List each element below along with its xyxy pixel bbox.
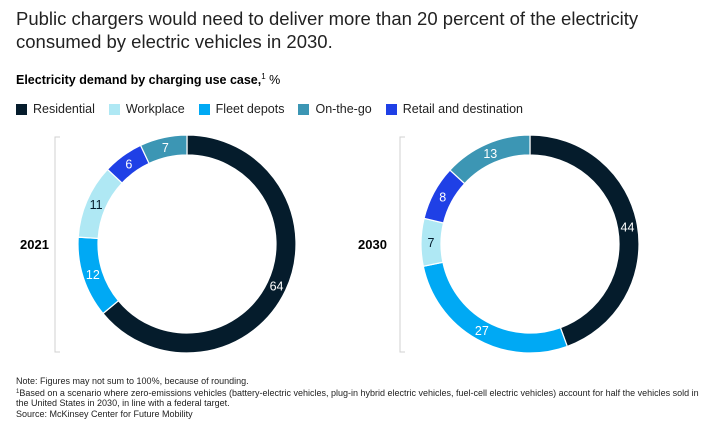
legend: Residential Workplace Fleet depots On-th… [16, 102, 523, 116]
data-label-2030-retail-and-destination: 8 [439, 191, 446, 205]
year-label-2030: 2030 [358, 237, 387, 252]
slice-2030-on-the-go [449, 134, 531, 185]
data-label-2030-fleet-depots: 27 [475, 324, 489, 338]
slice-2030-residential [529, 134, 640, 348]
donut-2030: 44 27 7 8 13 [420, 134, 640, 354]
legend-label-on-the-go: On-the-go [315, 102, 372, 116]
data-label-2021-workplace: 11 [90, 198, 103, 212]
data-label-2021-fleet-depots: 12 [86, 268, 100, 282]
data-label-2021-on-the-go: 7 [162, 141, 169, 155]
year-label-2021: 2021 [20, 237, 49, 252]
legend-label-workplace: Workplace [125, 102, 185, 116]
footnotes: Note: Figures may not sum to 100%, becau… [16, 376, 706, 419]
data-label-2030-residential: 44 [621, 220, 635, 234]
note-source: Source: McKinsey Center for Future Mobil… [16, 408, 193, 419]
slice-2021-residential [102, 134, 297, 354]
slice-2030-fleet-depots [422, 261, 569, 354]
legend-swatch-workplace [108, 103, 120, 115]
note-scenario: 1Based on a scenario where zero-emission… [16, 387, 706, 409]
data-label-2021-retail-and-destination: 6 [125, 157, 132, 171]
note-rounding: Note: Figures may not sum to 100%, becau… [16, 376, 249, 386]
chart-subtitle: Electricity demand by charging use case,… [16, 72, 280, 87]
note-scenario-text: Based on a scenario where zero-emissions… [16, 387, 699, 409]
legend-label-retail: Retail and destination [402, 102, 523, 116]
subtitle-footnote-mark: 1 [261, 72, 266, 81]
legend-swatch-residential [16, 103, 27, 115]
subtitle-label: Electricity demand by charging use case, [16, 73, 262, 87]
data-label-2030-on-the-go: 13 [483, 147, 497, 161]
chart-title: Public chargers would need to deliver mo… [16, 8, 639, 52]
bracket-2030 [399, 136, 405, 353]
subtitle-unit: % [269, 73, 281, 87]
legend-item-on-the-go: On-the-go [298, 102, 372, 116]
legend-item-residential: Residential [16, 102, 95, 116]
donut-2021: 64 12 11 6 7 [77, 134, 297, 354]
legend-item-retail: Retail and destination [385, 102, 523, 116]
legend-item-fleet-depots: Fleet depots [198, 102, 285, 116]
legend-swatch-retail [385, 103, 397, 115]
legend-swatch-fleet-depots [198, 103, 210, 115]
data-label-2030-workplace: 7 [428, 236, 435, 250]
legend-swatch-on-the-go [298, 103, 310, 115]
slice-2021-on-the-go [139, 134, 188, 165]
data-label-2021-residential: 64 [270, 280, 284, 294]
legend-item-workplace: Workplace [108, 102, 185, 116]
legend-label-residential: Residential [33, 102, 95, 116]
note-footnote-mark: 1 [16, 388, 20, 395]
legend-label-fleet-depots: Fleet depots [215, 102, 285, 116]
bracket-2021 [54, 136, 60, 353]
